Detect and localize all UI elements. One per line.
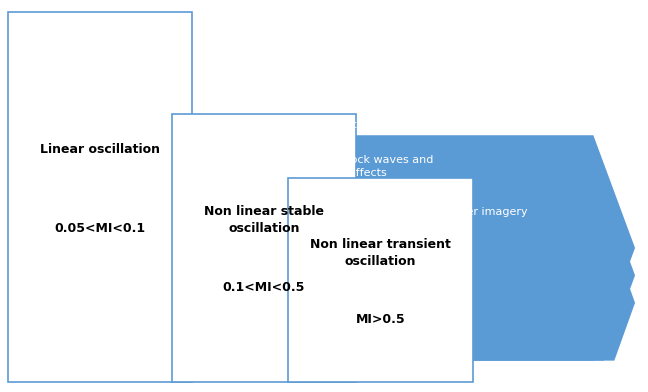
Text: Non linear stable
oscillation: Non linear stable oscillation [204, 205, 324, 236]
Text: 0.1<MI<0.5: 0.1<MI<0.5 [223, 281, 305, 294]
Polygon shape [172, 135, 635, 361]
Bar [288, 178, 473, 382]
Text: Linear oscillation: Linear oscillation [40, 143, 160, 156]
Bar [172, 114, 356, 382]
Text: 0.05<MI<0.1: 0.05<MI<0.1 [54, 222, 146, 235]
Polygon shape [405, 245, 635, 361]
Bar [8, 12, 192, 382]
Text: MI>0.5: MI>0.5 [356, 313, 406, 326]
Text: - thrombolysis via shock waves and
mechanical effects: - thrombolysis via shock waves and mecha… [235, 155, 433, 178]
Polygon shape [288, 190, 635, 361]
Text: - drug, gene or cell delivery via sonoporation
effect: - drug, gene or cell delivery via sonopo… [234, 67, 485, 90]
Text: fundamental imagery: fundamental imagery [303, 38, 416, 48]
Text: -harmonic imagery, ultrasonotherapy: -harmonic imagery, ultrasonotherapy [229, 120, 438, 131]
Text: - echodopller imagery: - echodopller imagery [405, 207, 528, 217]
Text: Non linear transient
oscillation: Non linear transient oscillation [310, 238, 451, 268]
